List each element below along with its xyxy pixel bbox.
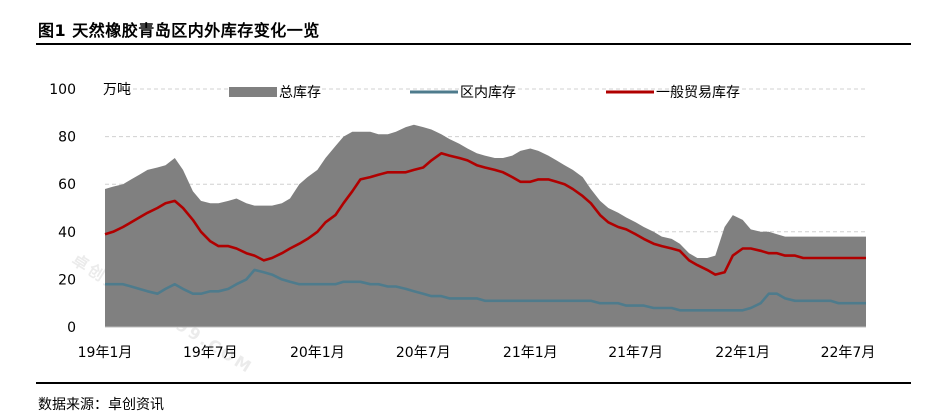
y-unit-label: 万吨 — [103, 82, 131, 98]
x-tick-label: 20年7月 — [396, 345, 451, 361]
legend-item-bonded: 区内库存 — [410, 85, 516, 101]
legend-swatch — [229, 87, 277, 97]
x-tick-label: 19年1月 — [78, 345, 133, 361]
legend-label: 一般贸易库存 — [656, 85, 740, 101]
y-tick-label: 60 — [58, 177, 76, 193]
series-line-bonded-inventory — [105, 268, 866, 312]
title-rule — [36, 43, 911, 45]
x-tick-label: 19年7月 — [183, 345, 238, 361]
legend-label: 总库存 — [279, 85, 321, 101]
legend: 总库存 区内库存 一般贸易库存 — [229, 85, 740, 101]
x-tick-label: 22年7月 — [821, 345, 876, 361]
series-area-total-inventory — [105, 124, 866, 327]
series-line-general-trade-inventory — [104, 152, 866, 276]
x-tick-label: 20年1月 — [290, 345, 345, 361]
line-series-layer — [104, 152, 866, 312]
y-tick-label: 80 — [58, 130, 76, 146]
y-tick-label: 100 — [49, 82, 76, 98]
legend-item-total: 总库存 — [229, 85, 321, 101]
y-tick-label: 0 — [67, 320, 76, 336]
figure-title: 图1 天然橡胶青岛区内外库存变化一览 — [38, 21, 320, 40]
axes: 0 20 40 60 80 100 19年1月 19年7月 20年1月 20年7月 21年1月 21年… — [49, 82, 875, 361]
x-tick-label: 21年7月 — [608, 345, 663, 361]
footer-rule — [36, 382, 911, 384]
legend-label: 区内库存 — [460, 85, 516, 101]
area-series-layer — [105, 124, 866, 327]
y-tick-label: 40 — [58, 225, 76, 241]
source-note: 数据来源：卓创资讯 — [38, 397, 164, 413]
legend-item-general-trade: 一般贸易库存 — [606, 85, 740, 101]
x-tick-label: 21年1月 — [503, 345, 558, 361]
x-tick-label: 22年1月 — [715, 345, 770, 361]
y-tick-label: 20 — [58, 272, 76, 288]
